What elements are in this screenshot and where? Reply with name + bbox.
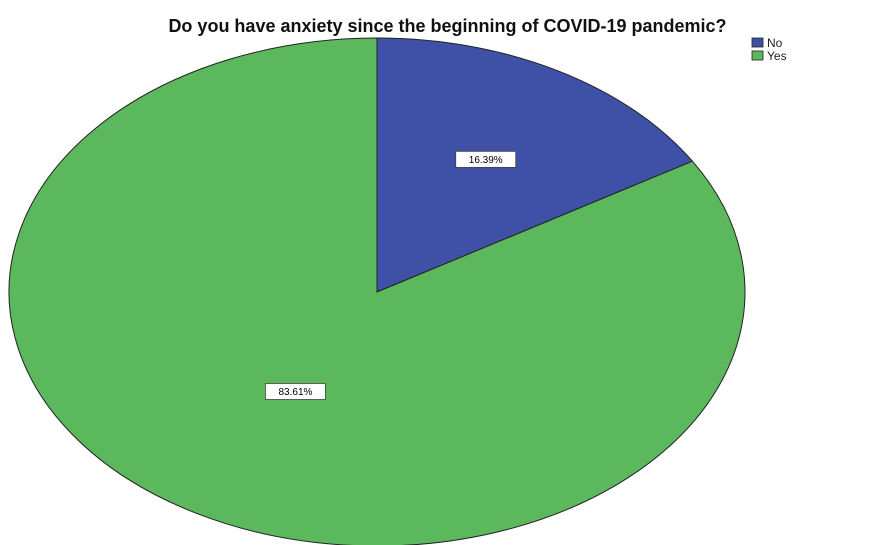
legend-swatch xyxy=(751,37,764,48)
legend-label: Yes xyxy=(767,49,787,63)
slice-label-box xyxy=(265,383,326,400)
legend-swatch xyxy=(751,50,764,61)
pie-slice-no xyxy=(376,37,694,293)
slice-label-box xyxy=(455,150,517,168)
slice-labels: 16.39% 83.61% xyxy=(265,150,517,400)
legend-item-yes: Yes xyxy=(751,49,787,63)
slice-label-no: 16.39% xyxy=(455,150,517,168)
pie-slices xyxy=(8,37,746,545)
legend-item-no: No xyxy=(751,36,783,50)
legend-label: No xyxy=(767,36,783,50)
pie-slice-yes xyxy=(8,37,746,545)
slice-label-text: 83.61% xyxy=(278,387,312,398)
chart-title: Do you have anxiety since the beginning … xyxy=(168,16,727,36)
slice-label-text: 16.39% xyxy=(469,155,503,166)
slice-label-yes: 83.61% xyxy=(265,383,326,400)
